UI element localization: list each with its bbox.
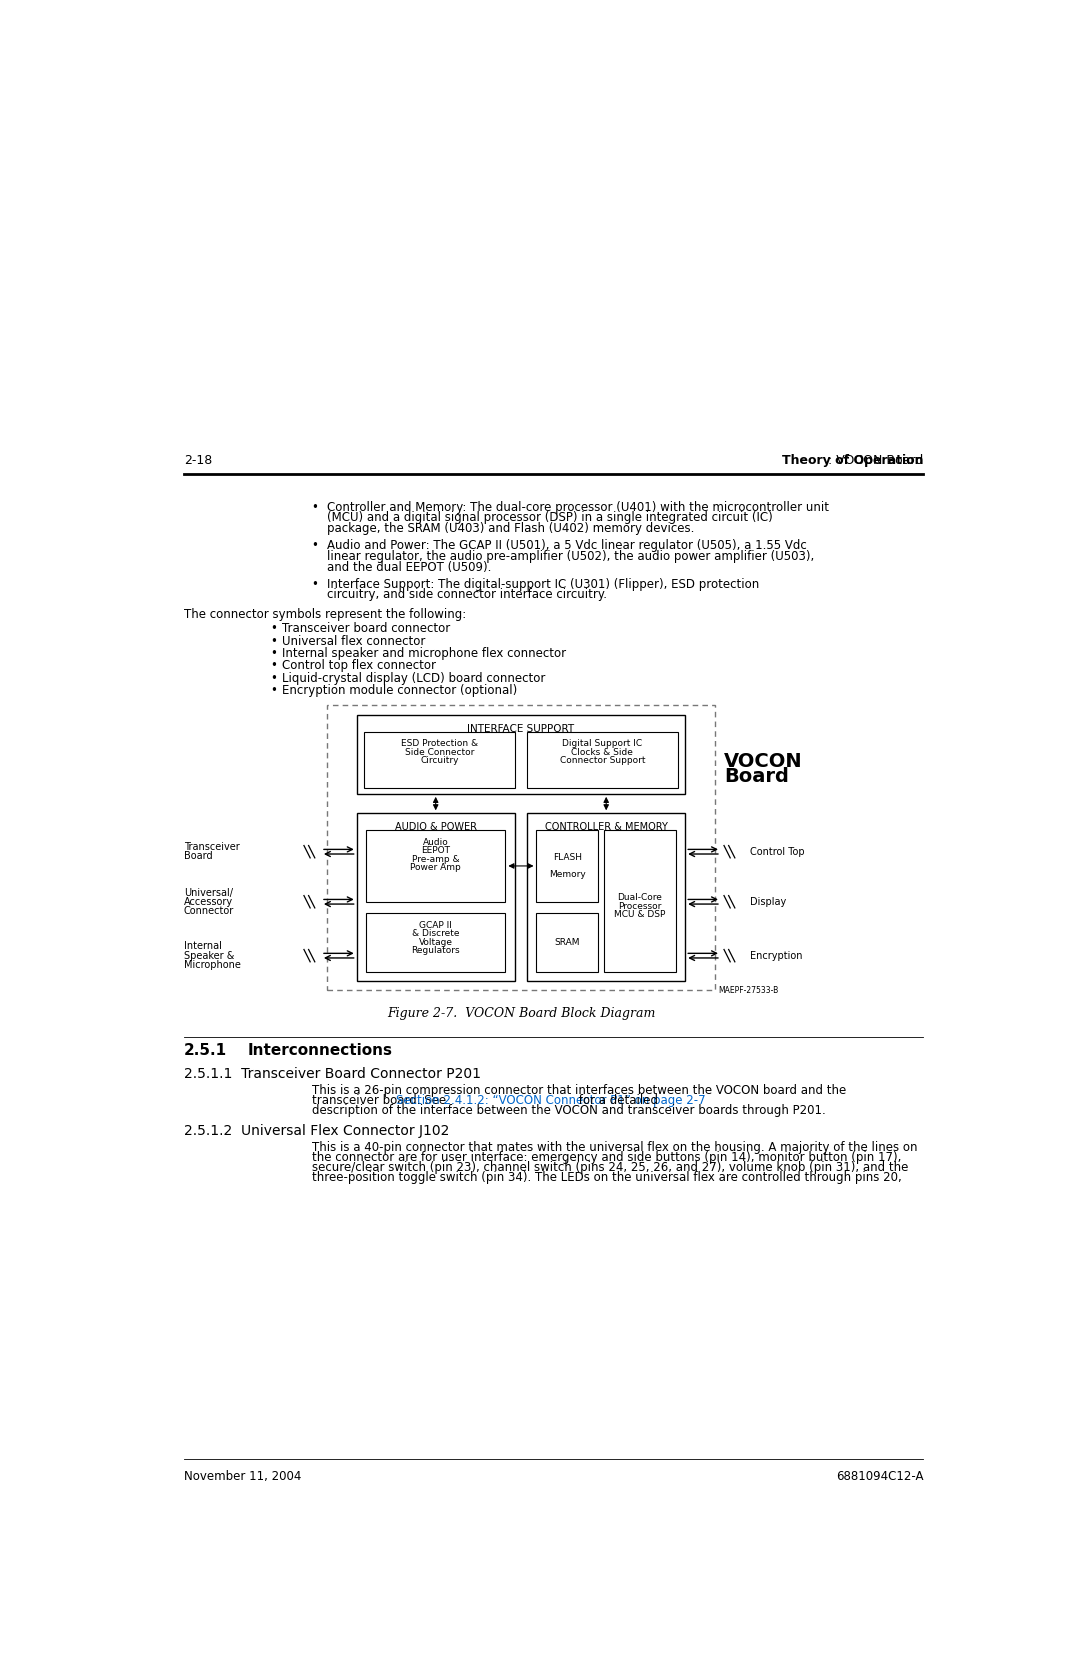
Bar	[356, 714, 685, 794]
Text: & Discrete: & Discrete	[411, 930, 459, 938]
Text: Dual-Core: Dual-Core	[618, 893, 662, 903]
Bar	[527, 813, 685, 981]
Text: Audio and Power: The GCAP II (U501), a 5 Vdc linear regulator (U505), a 1.55 Vdc: Audio and Power: The GCAP II (U501), a 5…	[327, 539, 807, 552]
Text: Encryption module connector (optional): Encryption module connector (optional)	[282, 684, 517, 698]
Text: CONTROLLER & MEMORY: CONTROLLER & MEMORY	[544, 823, 667, 833]
Text: Control Top: Control Top	[750, 846, 805, 856]
Text: Internal: Internal	[184, 941, 221, 951]
Text: : VOCON Board: : VOCON Board	[828, 454, 923, 467]
Text: Pre-amp &: Pre-amp &	[411, 855, 459, 865]
Text: 2-18: 2-18	[184, 454, 212, 467]
Text: Encryption: Encryption	[750, 951, 802, 961]
Text: Circuitry: Circuitry	[420, 756, 459, 764]
Text: Side Connector: Side Connector	[405, 748, 474, 756]
Text: Microphone: Microphone	[184, 960, 241, 970]
Text: 2.5.1: 2.5.1	[184, 1043, 227, 1058]
Text: •: •	[271, 659, 278, 673]
Text: EEPOT: EEPOT	[421, 846, 450, 855]
Text: This is a 40-pin connector that mates with the universal flex on the housing. A : This is a 40-pin connector that mates wi…	[312, 1142, 917, 1155]
Text: description of the interface between the VOCON and transceiver boards through P2: description of the interface between the…	[312, 1105, 825, 1117]
Text: Transceiver board connector: Transceiver board connector	[282, 623, 450, 636]
Text: •: •	[312, 577, 319, 591]
Text: Section 2.4.1.2: “VOCON Connector P1” on page 2-7: Section 2.4.1.2: “VOCON Connector P1” on…	[396, 1095, 705, 1107]
Bar	[356, 813, 515, 981]
Text: MCU & DSP: MCU & DSP	[615, 910, 665, 920]
Text: Clocks & Side: Clocks & Side	[571, 748, 633, 756]
Text: Regulators: Regulators	[411, 946, 460, 955]
Text: This is a 26-pin compression connector that interfaces between the VOCON board a: This is a 26-pin compression connector t…	[312, 1085, 846, 1097]
Text: (MCU) and a digital signal processor (DSP) in a single integrated circuit (IC): (MCU) and a digital signal processor (DS…	[327, 511, 773, 524]
Text: •: •	[312, 539, 319, 552]
Text: Theory of Operation: Theory of Operation	[782, 454, 923, 467]
Text: the connector are for user interface: emergency and side buttons (pin 14), monit: the connector are for user interface: em…	[312, 1152, 901, 1165]
Text: •: •	[271, 623, 278, 636]
Text: •: •	[271, 648, 278, 659]
Text: November 11, 2004: November 11, 2004	[184, 1470, 301, 1484]
Text: 2.5.1.1  Transceiver Board Connector P201: 2.5.1.1 Transceiver Board Connector P201	[184, 1066, 481, 1082]
Text: Speaker &: Speaker &	[184, 951, 234, 961]
Text: Figure 2-7.  VOCON Board Block Diagram: Figure 2-7. VOCON Board Block Diagram	[387, 1006, 656, 1020]
Text: Memory: Memory	[549, 870, 585, 880]
Text: VOCON: VOCON	[724, 751, 802, 771]
Bar	[527, 731, 677, 788]
Text: Interface Support: The digital-support IC (U301) (Flipper), ESD protection: Interface Support: The digital-support I…	[327, 577, 759, 591]
Bar	[366, 829, 505, 901]
Text: Internal speaker and microphone flex connector: Internal speaker and microphone flex con…	[282, 648, 566, 659]
Text: AUDIO & POWER: AUDIO & POWER	[394, 823, 476, 833]
Text: three-position toggle switch (pin 34). The LEDs on the universal flex are contro: three-position toggle switch (pin 34). T…	[312, 1172, 902, 1185]
Text: Power Amp: Power Amp	[410, 863, 461, 873]
Text: Connector Support: Connector Support	[559, 756, 645, 764]
Text: Board: Board	[184, 851, 213, 861]
Text: 6881094C12-A: 6881094C12-A	[836, 1470, 923, 1484]
Text: GCAP II: GCAP II	[419, 921, 453, 930]
Text: package, the SRAM (U403) and Flash (U402) memory devices.: package, the SRAM (U403) and Flash (U402…	[327, 522, 694, 536]
Text: Digital Support IC: Digital Support IC	[563, 739, 643, 748]
Text: Universal/: Universal/	[184, 888, 233, 898]
Text: The connector symbols represent the following:: The connector symbols represent the foll…	[184, 609, 467, 621]
Text: SRAM: SRAM	[554, 938, 580, 946]
Text: •: •	[312, 501, 319, 514]
Text: •: •	[271, 684, 278, 698]
Text: Control top flex connector: Control top flex connector	[282, 659, 436, 673]
Text: linear regulator, the audio pre-amplifier (U502), the audio power amplifier (U50: linear regulator, the audio pre-amplifie…	[327, 549, 814, 562]
Bar	[366, 913, 505, 971]
Bar	[604, 829, 676, 971]
Bar	[327, 706, 715, 990]
Text: Display: Display	[750, 896, 786, 906]
Bar	[364, 731, 515, 788]
Text: MAEPF-27533-B: MAEPF-27533-B	[718, 986, 779, 995]
Text: and the dual EEPOT (U509).: and the dual EEPOT (U509).	[327, 561, 491, 574]
Text: Voltage: Voltage	[419, 938, 453, 946]
Text: Board: Board	[724, 768, 788, 786]
Text: Connector: Connector	[184, 906, 234, 916]
Text: Controller and Memory: The dual-core processor (U401) with the microcontroller u: Controller and Memory: The dual-core pro…	[327, 501, 829, 514]
Text: 2.5.1.2  Universal Flex Connector J102: 2.5.1.2 Universal Flex Connector J102	[184, 1125, 449, 1138]
Text: FLASH: FLASH	[553, 853, 582, 863]
Text: for a detailed: for a detailed	[575, 1095, 658, 1107]
Text: Processor: Processor	[619, 901, 662, 911]
Text: Audio: Audio	[423, 838, 448, 846]
Text: •: •	[271, 671, 278, 684]
Text: ESD Protection &: ESD Protection &	[401, 739, 478, 748]
Bar	[537, 913, 598, 971]
Text: Interconnections: Interconnections	[247, 1043, 392, 1058]
Bar	[537, 829, 598, 901]
Text: transceiver board. See: transceiver board. See	[312, 1095, 449, 1107]
Text: •: •	[271, 634, 278, 648]
Text: Transceiver: Transceiver	[184, 843, 240, 853]
Text: Universal flex connector: Universal flex connector	[282, 634, 426, 648]
Text: circuitry, and side connector interface circuitry.: circuitry, and side connector interface …	[327, 589, 607, 601]
Text: Liquid-crystal display (LCD) board connector: Liquid-crystal display (LCD) board conne…	[282, 671, 545, 684]
Text: INTERFACE SUPPORT: INTERFACE SUPPORT	[468, 724, 575, 734]
Text: Accessory: Accessory	[184, 896, 233, 906]
Text: secure/clear switch (pin 23), channel switch (pins 24, 25, 26, and 27), volume k: secure/clear switch (pin 23), channel sw…	[312, 1162, 908, 1175]
